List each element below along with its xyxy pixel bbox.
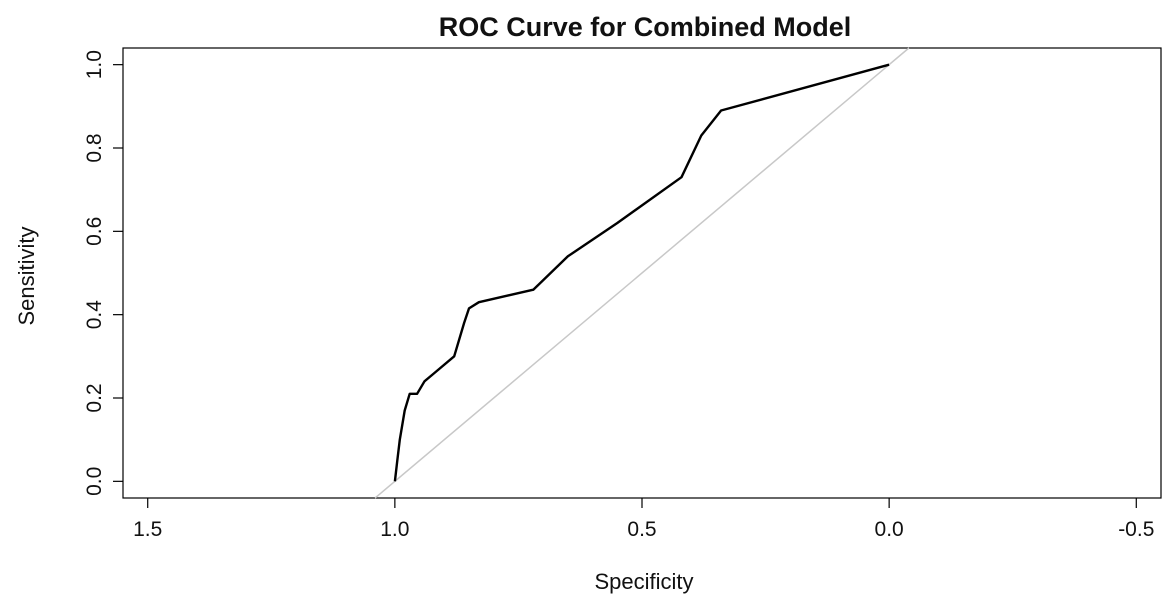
x-tick-label: 0.5	[627, 518, 656, 541]
y-tick-label: 0.8	[83, 133, 106, 162]
y-tick-label: 0.6	[83, 217, 106, 246]
y-axis-label: Sensitivity	[14, 226, 39, 325]
chart-title: ROC Curve for Combined Model	[439, 12, 852, 42]
roc-series-line	[393, 63, 890, 482]
x-tick-label: 1.0	[380, 518, 409, 541]
y-tick-label: 0.2	[83, 383, 106, 412]
y-tick-label: 0.4	[83, 300, 106, 330]
x-axis-label: Specificity	[594, 569, 693, 594]
x-tick-label: 1.5	[133, 518, 162, 541]
y-axis: 0.0 0.2 0.4 0.6 0.8 1.0	[83, 50, 123, 496]
x-tick-label: 0.0	[875, 518, 904, 541]
x-tick-label: -0.5	[1118, 518, 1154, 541]
x-axis: 1.5 1.0 0.5 0.0 -0.5	[133, 498, 1154, 541]
y-tick-label: 0.0	[83, 467, 106, 496]
y-tick-label: 1.0	[83, 50, 106, 79]
reference-diagonal-line	[374, 47, 910, 499]
